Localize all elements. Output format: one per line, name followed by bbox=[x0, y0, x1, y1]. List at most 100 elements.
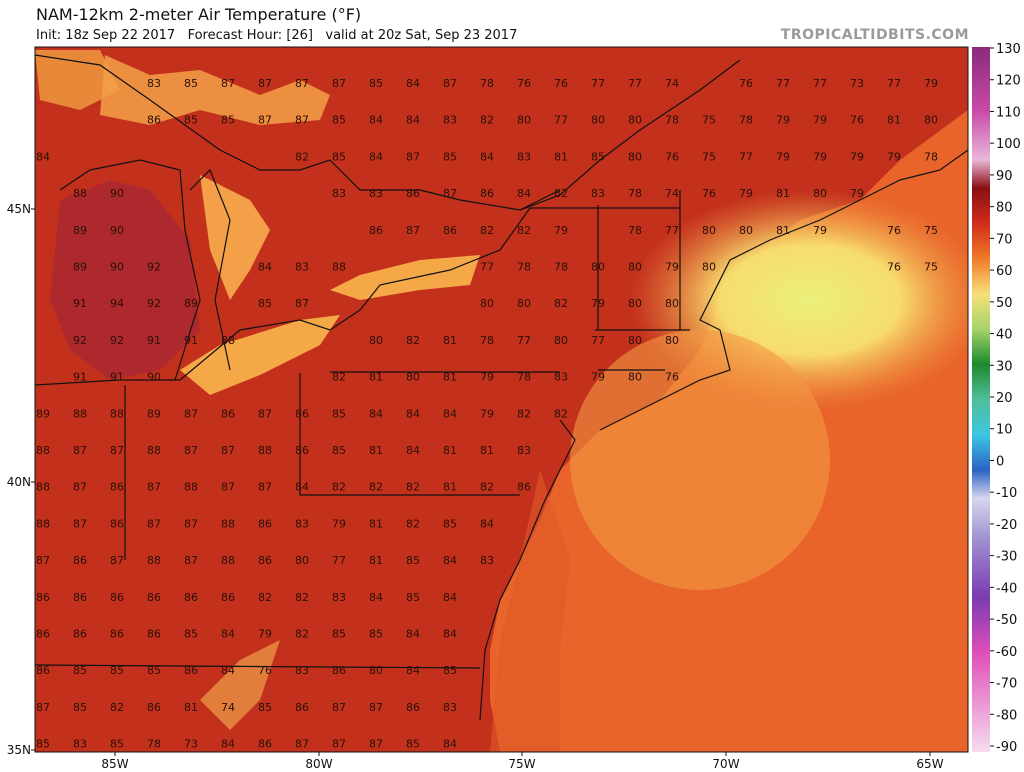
temperature-label: 87 bbox=[73, 444, 87, 457]
temperature-label: 82 bbox=[406, 481, 420, 494]
temperature-label: 81 bbox=[443, 371, 457, 384]
temperature-label: 82 bbox=[258, 591, 272, 604]
temperature-label: 87 bbox=[221, 77, 235, 90]
temperature-label: 84 bbox=[369, 150, 383, 163]
colorbar-tick-label: 20 bbox=[996, 391, 1013, 406]
temperature-label: 86 bbox=[517, 481, 531, 494]
temperature-label: 77 bbox=[591, 334, 605, 347]
latitude-label: 35N bbox=[7, 743, 31, 757]
longitude-label: 80W bbox=[305, 757, 332, 771]
temperature-label: 80 bbox=[628, 371, 642, 384]
temperature-label: 82 bbox=[480, 481, 494, 494]
temperature-label: 86 bbox=[147, 701, 161, 714]
temperature-label: 89 bbox=[73, 261, 87, 274]
temperature-label: 79 bbox=[924, 77, 938, 90]
temperature-label: 85 bbox=[221, 114, 235, 127]
temperature-label: 80 bbox=[517, 114, 531, 127]
temperature-label: 81 bbox=[776, 187, 790, 200]
temperature-label: 78 bbox=[554, 261, 568, 274]
temperature-label: 86 bbox=[221, 591, 235, 604]
temperature-label: 79 bbox=[776, 114, 790, 127]
longitude-label: 65W bbox=[916, 757, 943, 771]
temperature-label: 79 bbox=[776, 150, 790, 163]
temperature-label: 90 bbox=[147, 371, 161, 384]
temperature-label: 87 bbox=[332, 701, 346, 714]
temperature-label: 86 bbox=[147, 114, 161, 127]
colorbar-tick-label: -80 bbox=[996, 708, 1017, 723]
colorbar-tick-label: -60 bbox=[996, 645, 1017, 660]
temperature-label: 75 bbox=[924, 261, 938, 274]
temperature-label: 83 bbox=[443, 701, 457, 714]
temperature-label: 76 bbox=[517, 77, 531, 90]
temperature-label: 77 bbox=[517, 334, 531, 347]
temperature-label: 81 bbox=[369, 517, 383, 530]
temperature-label: 91 bbox=[147, 334, 161, 347]
temperature-label: 91 bbox=[73, 371, 87, 384]
map-background bbox=[35, 47, 968, 752]
colorbar-tick-label: 30 bbox=[996, 359, 1013, 374]
temperature-label: 78 bbox=[147, 738, 161, 751]
temperature-label: 84 bbox=[480, 517, 494, 530]
temperature-label: 86 bbox=[443, 224, 457, 237]
temperature-label: 87 bbox=[443, 187, 457, 200]
temperature-label: 82 bbox=[406, 334, 420, 347]
temperature-label: 86 bbox=[36, 628, 50, 641]
temperature-label: 87 bbox=[184, 444, 198, 457]
colorbar-tick-label: 50 bbox=[996, 296, 1013, 311]
temperature-label: 86 bbox=[295, 701, 309, 714]
temperature-label: 88 bbox=[184, 481, 198, 494]
temperature-label: 76 bbox=[258, 664, 272, 677]
temperature-label: 86 bbox=[406, 187, 420, 200]
temperature-label: 91 bbox=[73, 297, 87, 310]
temperature-label: 84 bbox=[406, 77, 420, 90]
temperature-label: 77 bbox=[480, 261, 494, 274]
temperature-label: 79 bbox=[258, 628, 272, 641]
temperature-label: 81 bbox=[369, 444, 383, 457]
temperature-label: 87 bbox=[221, 444, 235, 457]
temperature-label: 84 bbox=[443, 407, 457, 420]
temperature-label: 80 bbox=[628, 150, 642, 163]
temperature-label: 84 bbox=[221, 738, 235, 751]
temperature-label: 76 bbox=[665, 371, 679, 384]
temperature-label: 86 bbox=[258, 738, 272, 751]
title: NAM-12km 2-meter Air Temperature (°F) bbox=[36, 5, 361, 24]
temperature-label: 85 bbox=[147, 664, 161, 677]
temperature-label: 80 bbox=[628, 334, 642, 347]
temperature-label: 87 bbox=[406, 150, 420, 163]
temperature-label: 84 bbox=[258, 261, 272, 274]
colorbar-tick-label: -70 bbox=[996, 677, 1017, 692]
temperature-label: 79 bbox=[813, 224, 827, 237]
temperature-label: 87 bbox=[332, 77, 346, 90]
temperature-label: 83 bbox=[554, 371, 568, 384]
temperature-label: 86 bbox=[147, 628, 161, 641]
temperature-label: 83 bbox=[73, 738, 87, 751]
temperature-label: 83 bbox=[517, 444, 531, 457]
temperature-label: 87 bbox=[258, 77, 272, 90]
temperature-label: 77 bbox=[665, 224, 679, 237]
temperature-label: 87 bbox=[36, 701, 50, 714]
temperature-label: 87 bbox=[110, 554, 124, 567]
temperature-label: 85 bbox=[369, 77, 383, 90]
temperature-label: 83 bbox=[480, 554, 494, 567]
temperature-label: 86 bbox=[295, 407, 309, 420]
temperature-label: 85 bbox=[406, 591, 420, 604]
temperature-label: 78 bbox=[739, 114, 753, 127]
temperature-label: 81 bbox=[887, 114, 901, 127]
temperature-label: 88 bbox=[221, 554, 235, 567]
temperature-label: 80 bbox=[665, 334, 679, 347]
temperature-label: 75 bbox=[702, 150, 716, 163]
temperature-label: 74 bbox=[665, 77, 679, 90]
temperature-label: 83 bbox=[332, 591, 346, 604]
temperature-label: 79 bbox=[591, 371, 605, 384]
temperature-label: 83 bbox=[295, 261, 309, 274]
temperature-label: 85 bbox=[332, 628, 346, 641]
colorbar-tick-label: -90 bbox=[996, 740, 1017, 755]
temperature-label: 88 bbox=[110, 407, 124, 420]
temperature-label: 83 bbox=[517, 150, 531, 163]
longitude-label: 75W bbox=[508, 757, 535, 771]
temperature-label: 86 bbox=[147, 591, 161, 604]
temperature-label: 81 bbox=[776, 224, 790, 237]
temperature-label: 79 bbox=[739, 187, 753, 200]
